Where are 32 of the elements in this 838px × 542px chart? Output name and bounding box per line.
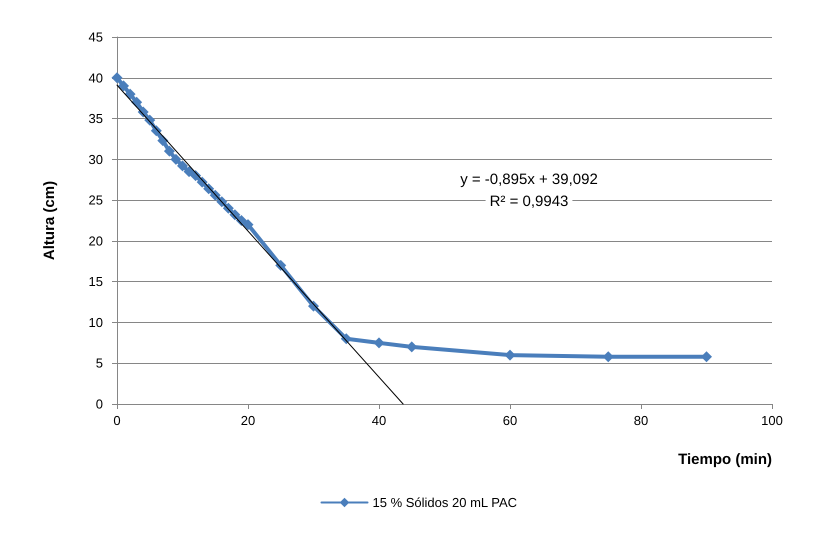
point <box>118 80 130 92</box>
point <box>184 166 195 178</box>
point <box>406 341 418 352</box>
x-tick-label: 60 <box>502 413 518 428</box>
y-axis-title: Altura (cm) <box>41 180 58 260</box>
y-tick-label: 45 <box>88 30 103 44</box>
y-tick-label: 30 <box>88 152 103 167</box>
point <box>112 72 122 84</box>
annotation: R² = 0,9943 <box>490 193 568 210</box>
point <box>701 351 712 362</box>
x-tick-label: 40 <box>372 413 386 428</box>
y-tick-label: 10 <box>88 314 103 330</box>
point <box>170 154 182 165</box>
x-tick-label: 80 <box>634 413 648 428</box>
y-tick-label: 0 <box>96 396 103 412</box>
y-tick-label: 25 <box>88 192 103 208</box>
point <box>374 337 384 348</box>
y-tick-label: 35 <box>88 111 103 126</box>
legend-label: 15 % Sólidos 20 mL PAC <box>372 495 518 510</box>
annotation: y = -0,895x + 39,092 <box>460 171 598 188</box>
point <box>242 219 254 230</box>
x-axis-title: Tiempo (min) <box>678 451 772 468</box>
y-tick-label: 20 <box>88 233 103 248</box>
y-tick-label: 40 <box>88 70 103 86</box>
point <box>504 350 516 361</box>
point <box>164 146 175 157</box>
x-tick-label: 100 <box>761 413 783 428</box>
point <box>177 160 188 172</box>
x-tick-label: 20 <box>240 413 256 428</box>
y-tick-label: 5 <box>96 356 103 371</box>
x-tick-label: 0 <box>113 413 121 428</box>
y-tick-label: 15 <box>88 274 103 290</box>
